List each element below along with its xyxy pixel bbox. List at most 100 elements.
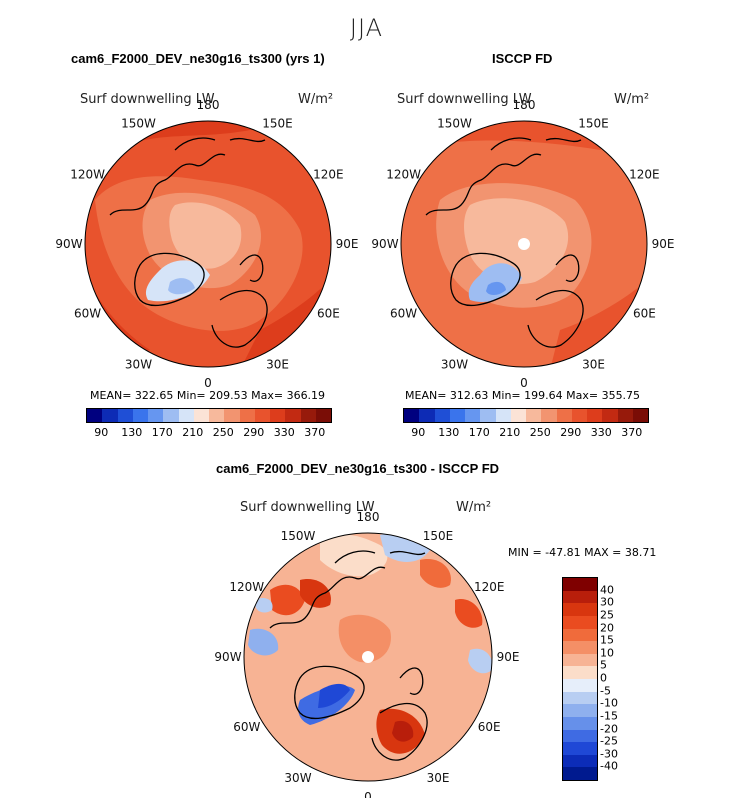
panel3-colorbar-ticks: 40 30 25 20 15 10 5 0 -5 -10 -15 -20 -25 -30 -40 — [600, 577, 640, 779]
panel2-colorbar-tick: 330 — [590, 426, 612, 439]
panel1-colorbar-swatch — [224, 409, 240, 422]
panel3-colorbar-tick: -15 — [600, 709, 618, 723]
panel2-lon-label: 180 — [513, 98, 536, 112]
panel2-colorbar-tick: 130 — [438, 426, 460, 439]
panel1-colorbar-tick: 370 — [304, 426, 326, 439]
panel1-coastlines — [109, 137, 268, 348]
panel1-lon-label: 120W — [70, 168, 105, 182]
panel1-units-label: W/m² — [298, 92, 334, 107]
panel1-colorbar-swatch — [239, 409, 255, 422]
panel3-colorbar-tick: 20 — [600, 621, 614, 634]
panel3-colorbar-swatch — [563, 729, 597, 743]
panel3-variable-label: Surf downwelling LW — [240, 500, 375, 515]
panel2-map-border — [400, 120, 648, 368]
panel3-colorbar-swatch — [563, 578, 597, 591]
panel3-colorbar-tick: 0 — [600, 671, 607, 685]
panel2-colorbar-swatch — [449, 409, 465, 422]
panel2-coastlines — [425, 137, 584, 348]
panel1-map: 180 150E 120E 90E 60E 30E 0 30W 60W 90W 120W 150W — [55, 98, 358, 390]
panel1-colorbar-swatch — [300, 409, 316, 422]
panel3-colorbar-tick: 5 — [600, 658, 607, 672]
panel3-lon-label: 150E — [423, 529, 454, 543]
panel3-lon-label: 30W — [284, 771, 311, 785]
panel3-units-label: W/m² — [456, 500, 492, 515]
panel1-lon-label: 150E — [262, 117, 293, 131]
panel1-lon-label: 0 — [204, 376, 212, 390]
panel2-map: 180 150E 120E 90E 60E 30E 0 30W 60W 90W 120W 150W — [371, 98, 674, 390]
panel2-colorbar-swatch — [556, 409, 572, 422]
panel2-lon-label: 30E — [582, 357, 605, 371]
panel2-colorbar-swatch — [404, 409, 420, 422]
panel1-colorbar-swatch — [148, 409, 164, 422]
panel1-lon-label: 30W — [125, 357, 152, 371]
panel2-colorbar-tick: 370 — [621, 426, 643, 439]
panel2-colorbar-swatch — [602, 409, 618, 422]
panel2-colorbar-tick: 250 — [529, 426, 551, 439]
panel1-colorbar-swatch — [178, 409, 194, 422]
panel3-colorbar-tick: 10 — [600, 646, 614, 660]
panel1-colorbar-swatch — [193, 409, 209, 422]
panel3-colorbar-swatch — [563, 628, 597, 642]
panel3-lon-label: 60W — [233, 720, 260, 734]
panel1-lon-label: 180 — [197, 98, 220, 112]
panel3-longitude-labels: 180 150E 120E 90E 60E 30E 0 30W 60W 90W 120W 150W — [214, 510, 519, 798]
panel1-colorbar-tick: 170 — [151, 426, 173, 439]
panel3-colorbar-tick: 15 — [600, 633, 614, 647]
panel2-colorbar-swatch — [510, 409, 526, 422]
panel3-lon-label: 120W — [229, 580, 264, 594]
panel1-colorbar-swatch — [163, 409, 179, 422]
panel1-variable-label: Surf downwelling LW — [80, 92, 215, 107]
panel3-colorbar-tick: -20 — [600, 722, 618, 735]
panel1-lon-label: 150W — [121, 117, 156, 131]
panel2-colorbar-tick: 210 — [499, 426, 521, 439]
panel2-colorbar-tick: 290 — [560, 426, 582, 439]
panel2-colorbar-swatch — [434, 409, 450, 422]
panel2-variable-label: Surf downwelling LW — [397, 92, 532, 107]
panel3-colorbar-swatch — [563, 767, 597, 780]
panel3-colorbar-swatch — [563, 653, 597, 667]
panel3-colorbar-swatch — [563, 590, 597, 604]
panel1-lon-label: 60W — [74, 307, 101, 321]
figure-season-title: JJA — [349, 14, 384, 42]
panel2-longitude-labels: 180 150E 120E 90E 60E 30E 0 30W 60W 90W 120W 150W — [371, 98, 674, 390]
panel2-lon-label: 90W — [371, 237, 398, 251]
panel1-colorbar-swatch — [102, 409, 118, 422]
panel3-map-border — [243, 532, 493, 782]
panel3-colorbar-swatch — [563, 603, 597, 616]
panel1-colorbar — [86, 408, 332, 423]
panel3-map: 180 150E 120E 90E 60E 30E 0 30W 60W 90W 120W 150W — [214, 510, 519, 798]
panel3-colorbar-tick: -5 — [600, 684, 611, 698]
panel1-title: cam6_F2000_DEV_ne30g16_ts300 (yrs 1) — [71, 51, 325, 66]
panel1-stats: MEAN= 322.65 Min= 209.53 Max= 366.19 — [90, 389, 326, 402]
panel2-stats: MEAN= 312.63 Min= 199.64 Max= 355.75 — [405, 389, 641, 402]
panel3-pole-hole — [362, 651, 374, 663]
panel3-colorbar-tick: -30 — [600, 747, 618, 761]
panel3-lon-label: 0 — [364, 790, 372, 798]
panel1-colorbar-tick: 250 — [212, 426, 234, 439]
panel2-lon-label: 150E — [578, 117, 609, 131]
panel3-lon-label: 90W — [214, 650, 241, 664]
panel2-colorbar-swatch — [632, 409, 648, 422]
panel3-coastlines — [269, 550, 428, 761]
panel1-colorbar-swatch — [254, 409, 270, 422]
panel1-colorbar-tick: 210 — [182, 426, 204, 439]
panel2-colorbar-tick: 90 — [411, 426, 426, 439]
panel3-lon-label: 120E — [474, 580, 505, 594]
panel2-title: ISCCP FD — [492, 51, 553, 66]
panel3-colorbar-swatch — [563, 615, 597, 629]
panel3-lon-label: 180 — [357, 510, 380, 524]
panel3-lon-label: 150W — [281, 529, 316, 543]
panel2-lon-label: 30W — [441, 357, 468, 371]
panel2-lon-label: 60W — [390, 307, 417, 321]
panel2-colorbar-swatch — [495, 409, 511, 422]
panel3-colorbar-swatch — [563, 641, 597, 654]
panel2-colorbar-swatch — [480, 409, 496, 422]
panel1-colorbar-swatch — [87, 409, 103, 422]
panel2-colorbar-swatch — [541, 409, 557, 422]
panel2-lon-label: 0 — [520, 376, 528, 390]
panel1-colorbar-swatch — [132, 409, 148, 422]
panel1-colorbar-tick: 330 — [273, 426, 295, 439]
panel1-lon-label: 30E — [266, 357, 289, 371]
panel2-pole-hole — [518, 238, 530, 250]
